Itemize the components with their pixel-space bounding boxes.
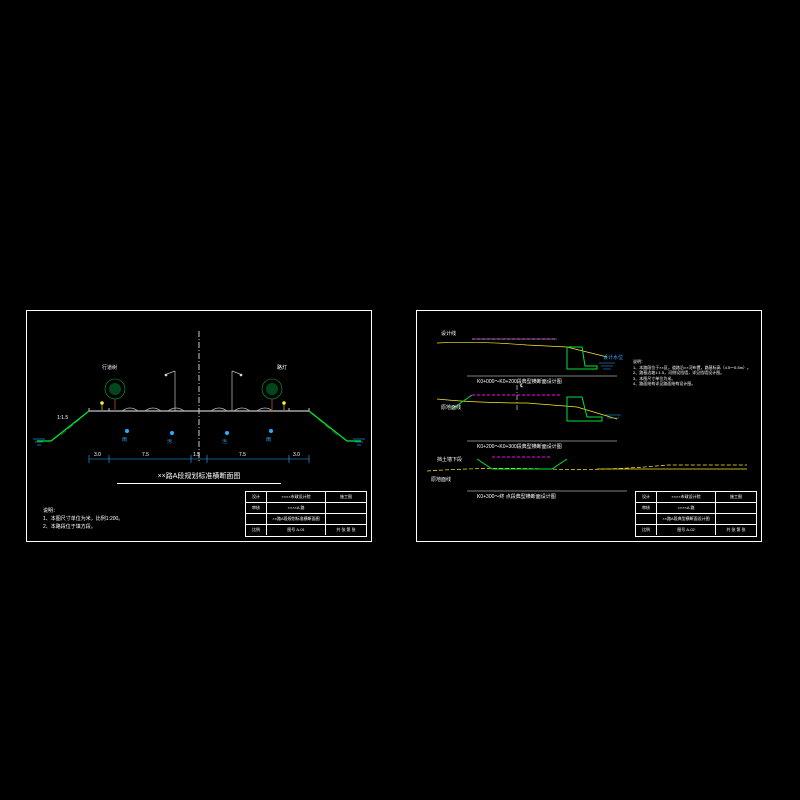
tb-r1-b: ××××A 路 <box>267 503 326 513</box>
water-lbl-1: 设计水位 <box>603 354 623 361</box>
rtb-r1-c <box>716 503 756 513</box>
rtb-r0-c: 施工图 <box>716 492 756 502</box>
left-title: ××路A段规划标准横断面图 <box>117 471 281 484</box>
slope-label: 1:1.5 <box>57 415 68 421</box>
svg-text:雨: 雨 <box>266 437 271 443</box>
tb-r1-a: 审核 <box>246 503 267 513</box>
note-2: 2、本路段位于填方段。 <box>43 523 123 531</box>
tb-r0-c: 施工图 <box>326 492 366 502</box>
svg-text:雨: 雨 <box>122 437 127 443</box>
tb-r0-b: ××××市政设计院 <box>267 492 326 502</box>
r-note-4: 4、路面结构详见路面结构设计图。 <box>633 381 753 387</box>
nat-ground: 原地面线 <box>431 476 451 483</box>
right-title-block: 设计××××市政设计院施工图 审核××××A 路 ××路A段典型横断面设计图 比… <box>635 491 757 537</box>
dim-5: 3.0 <box>293 452 300 458</box>
tb-r2-a <box>246 514 267 524</box>
rtb-r3-b: 图号 A-02 <box>657 525 716 535</box>
tb-r3-c: 共 张 第 张 <box>326 525 366 535</box>
notes-heading: 说明： <box>43 507 123 515</box>
rtb-r1-b: ××××A 路 <box>657 503 716 513</box>
left-title-block: 设计××××市政设计院施工图 审核××××A 路 ××路A段规划标准横断面图 比… <box>245 491 367 537</box>
ground-lbl: 原地面线 <box>441 404 461 411</box>
rtb-r0-a: 设计 <box>636 492 657 502</box>
rtb-r3-a: 比例 <box>636 525 657 535</box>
tb-r3-a: 比例 <box>246 525 267 535</box>
tb-r2-b: ××路A段规划标准横断面图 <box>267 514 326 524</box>
svg-text:挡土墙下段: 挡土墙下段 <box>437 456 462 463</box>
dim-2: 7.5 <box>142 452 149 458</box>
tb-r1-c <box>326 503 366 513</box>
left-notes: 说明： 1、本图尺寸单位为米，比例1:200。 2、本路段位于填方段。 <box>43 507 123 531</box>
rtb-r2-b: ××路A段典型横断面设计图 <box>657 514 716 524</box>
note-1: 1、本图尺寸单位为米，比例1:200。 <box>43 515 123 523</box>
left-drawing-panel: 3.0 7.5 1.5 7.5 3.0 雨 污 污 雨 1:1.5 行道树 路灯 ××… <box>26 310 372 542</box>
rtb-r2-a <box>636 514 657 524</box>
dim-3: 1.5 <box>193 452 200 458</box>
tb-r2-c <box>326 514 366 524</box>
dim-1: 3.0 <box>94 452 101 458</box>
right-drawing-panel: 设计线 设计水位 K0+000～K0+200段典型横断面设计图 ℄ 原地面线 K… <box>416 310 762 542</box>
rtb-r2-c <box>716 514 756 524</box>
svg-text:设计线: 设计线 <box>441 330 456 337</box>
dim-4: 7.5 <box>239 452 246 458</box>
svg-text:污: 污 <box>167 438 172 445</box>
cad-stage: 3.0 7.5 1.5 7.5 3.0 雨 污 污 雨 1:1.5 行道树 路灯 ××… <box>0 0 800 800</box>
tb-r0-a: 设计 <box>246 492 267 502</box>
sub-2: K0+200～K0+300段典型横断面设计图 <box>477 443 562 450</box>
sub-3: K0+300～终 点段典型横断面设计图 <box>477 493 556 500</box>
rtb-r0-b: ××××市政设计院 <box>657 492 716 502</box>
rtb-r3-c: 共 张 第 张 <box>716 525 756 535</box>
right-notes: 说明： 1、本路段位于××区，道路沿××河布置，路基标高（4.5～5.5m）。 … <box>633 359 753 387</box>
tb-r3-b: 图号 A-01 <box>267 525 326 535</box>
rtb-r1-a: 审核 <box>636 503 657 513</box>
svg-text:路灯: 路灯 <box>277 364 287 371</box>
svg-text:污: 污 <box>222 438 227 445</box>
svg-text:行道树: 行道树 <box>102 364 117 371</box>
